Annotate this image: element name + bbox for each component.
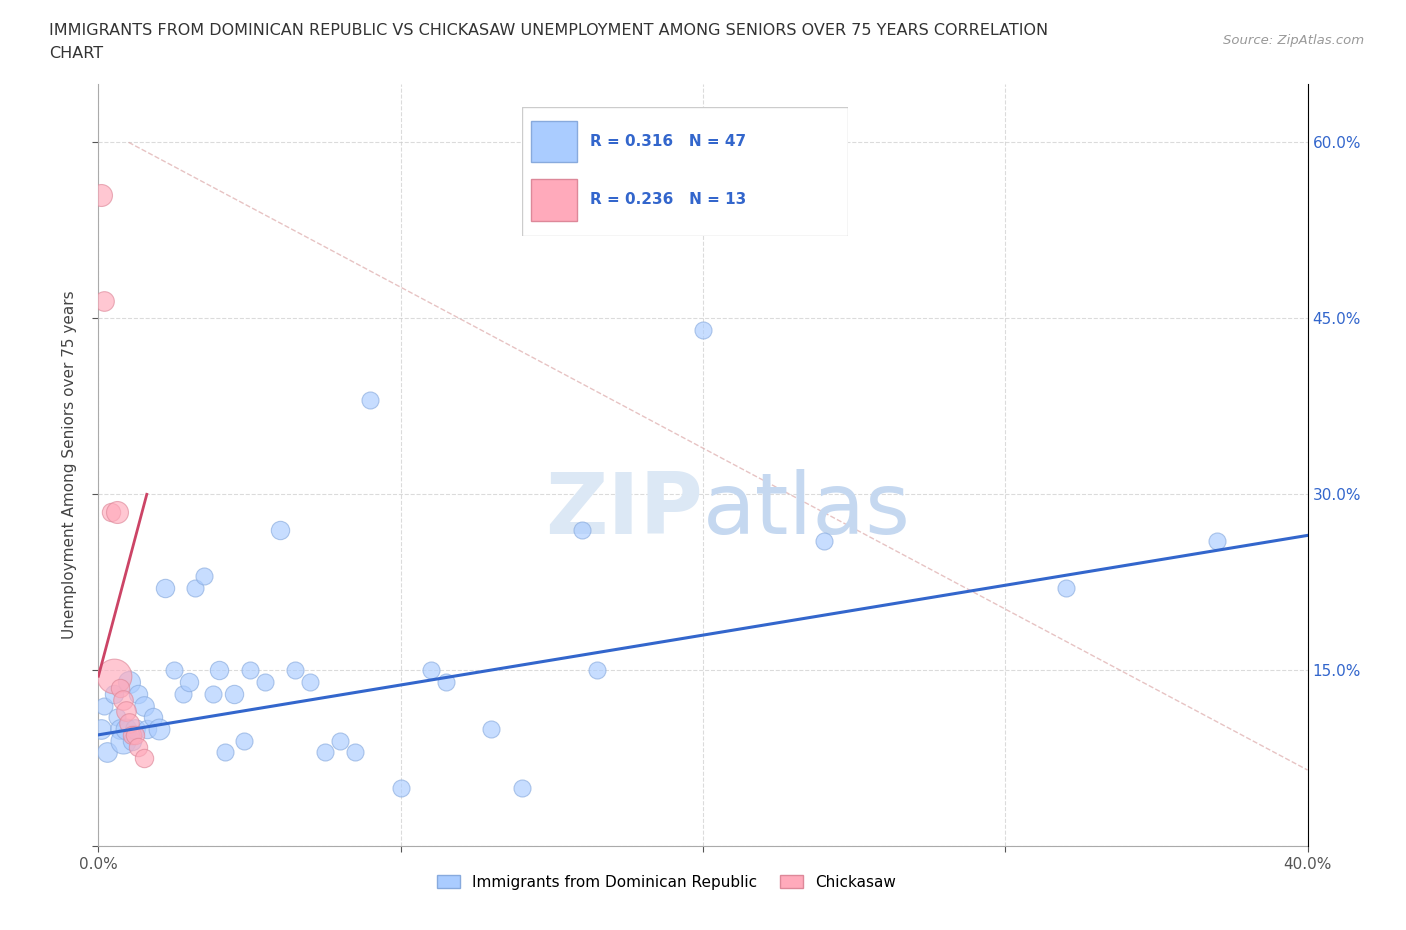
Point bbox=[121, 733, 143, 748]
Text: Source: ZipAtlas.com: Source: ZipAtlas.com bbox=[1223, 34, 1364, 47]
Legend: Immigrants from Dominican Republic, Chickasaw: Immigrants from Dominican Republic, Chic… bbox=[432, 869, 903, 896]
Point bbox=[127, 739, 149, 754]
Point bbox=[118, 716, 141, 731]
Point bbox=[111, 692, 134, 707]
Point bbox=[692, 323, 714, 338]
Point bbox=[118, 674, 141, 689]
Point bbox=[105, 504, 128, 519]
Text: atlas: atlas bbox=[703, 470, 911, 552]
Point bbox=[108, 722, 131, 737]
Point bbox=[96, 745, 118, 760]
Point bbox=[93, 698, 115, 713]
Point bbox=[172, 686, 194, 701]
Point bbox=[127, 686, 149, 701]
Point bbox=[108, 681, 131, 696]
Point bbox=[344, 745, 367, 760]
Point bbox=[184, 580, 207, 595]
Point bbox=[179, 674, 201, 689]
Point bbox=[153, 580, 176, 595]
Point bbox=[214, 745, 236, 760]
Point bbox=[148, 722, 170, 737]
Point bbox=[114, 722, 136, 737]
Text: CHART: CHART bbox=[49, 46, 103, 61]
Point bbox=[114, 704, 136, 719]
Point bbox=[103, 686, 125, 701]
Point bbox=[586, 663, 609, 678]
Point bbox=[208, 663, 231, 678]
Point bbox=[389, 780, 412, 795]
Point bbox=[314, 745, 336, 760]
Point bbox=[132, 698, 155, 713]
Point bbox=[253, 674, 276, 689]
Point bbox=[571, 522, 593, 537]
Point bbox=[232, 733, 254, 748]
Text: IMMIGRANTS FROM DOMINICAN REPUBLIC VS CHICKASAW UNEMPLOYMENT AMONG SENIORS OVER : IMMIGRANTS FROM DOMINICAN REPUBLIC VS CH… bbox=[49, 23, 1049, 38]
Point bbox=[90, 188, 112, 203]
Point bbox=[121, 727, 143, 742]
Point bbox=[135, 722, 157, 737]
Point bbox=[193, 569, 215, 584]
Point bbox=[1054, 580, 1077, 595]
Point bbox=[481, 722, 503, 737]
Point bbox=[284, 663, 307, 678]
Point bbox=[202, 686, 225, 701]
Point bbox=[360, 393, 382, 408]
Point bbox=[329, 733, 352, 748]
Point bbox=[142, 710, 165, 724]
Point bbox=[111, 733, 134, 748]
Point bbox=[510, 780, 533, 795]
Point bbox=[420, 663, 443, 678]
Point bbox=[239, 663, 262, 678]
Y-axis label: Unemployment Among Seniors over 75 years: Unemployment Among Seniors over 75 years bbox=[62, 291, 77, 639]
Point bbox=[90, 722, 112, 737]
Point bbox=[100, 504, 122, 519]
Point bbox=[93, 293, 115, 308]
Point bbox=[132, 751, 155, 765]
Point bbox=[434, 674, 457, 689]
Point bbox=[124, 722, 146, 737]
Point bbox=[105, 710, 128, 724]
Point bbox=[103, 669, 125, 684]
Point bbox=[163, 663, 186, 678]
Point bbox=[269, 522, 291, 537]
Point bbox=[299, 674, 322, 689]
Point bbox=[1206, 534, 1229, 549]
Text: ZIP: ZIP bbox=[546, 470, 703, 552]
Point bbox=[124, 727, 146, 742]
Point bbox=[224, 686, 246, 701]
Point bbox=[813, 534, 835, 549]
